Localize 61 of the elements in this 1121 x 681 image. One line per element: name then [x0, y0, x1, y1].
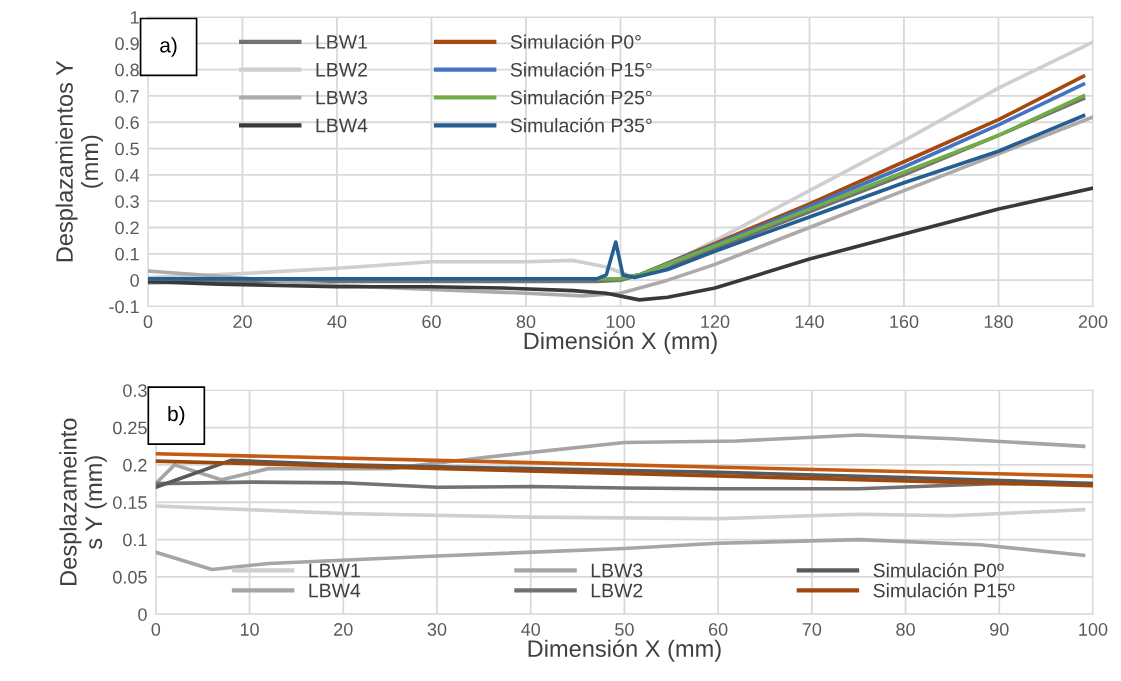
- x-tick-label: 50: [615, 623, 634, 636]
- legend-label: Simulación P0°: [510, 34, 641, 49]
- x-tick-label: 160: [890, 315, 919, 329]
- x-axis-title: Dimensión X (mm): [524, 331, 717, 354]
- x-tick-label: 90: [990, 623, 1009, 636]
- y-axis-title: Desplazameinto s Y (mm): [59, 418, 107, 585]
- x-tick-label: 60: [708, 623, 728, 636]
- x-tick-label: 180: [984, 315, 1013, 329]
- y-tick-label: 0.2: [123, 458, 147, 472]
- x-tick-label: 200: [1078, 315, 1108, 329]
- legend-label: LBW2: [591, 583, 643, 598]
- legend-label: Simulación P35°: [510, 117, 652, 133]
- legend-label: Simulación P25°: [510, 89, 652, 105]
- y-axis-title: Desplazamientos Y (mm): [55, 60, 103, 262]
- x-tick-label: 60: [422, 315, 441, 329]
- y-tick-label: 0.15: [113, 496, 147, 509]
- legend-label: LBW1: [309, 563, 360, 578]
- legend-label: Simulación P15º: [873, 582, 1015, 598]
- legend-label: LBW3: [316, 90, 368, 105]
- legend-label: LBW4: [316, 118, 368, 133]
- y-tick-label: 0.25: [113, 421, 147, 435]
- y-tick-label: 0.1: [123, 533, 147, 547]
- y-tick-label: 1: [130, 11, 139, 24]
- x-tick-label: 0: [151, 623, 161, 636]
- annotation: a): [160, 37, 177, 57]
- y-tick-label: 0.7: [115, 89, 139, 103]
- x-axis-title: Dimensión X (mm): [528, 639, 721, 662]
- x-tick-label: 40: [521, 623, 541, 636]
- x-tick-label: 120: [701, 315, 730, 329]
- x-tick-label: 20: [334, 623, 353, 636]
- x-tick-label: 40: [327, 315, 347, 329]
- y-tick-label: 0: [138, 608, 147, 621]
- x-tick-label: 140: [795, 315, 824, 329]
- x-tick-label: 10: [240, 623, 259, 636]
- legend-label: Simulación P15°: [510, 62, 652, 77]
- x-tick-label: 70: [802, 623, 822, 636]
- y-tick-label: 0.3: [115, 195, 139, 208]
- legend-label: LBW1: [316, 35, 367, 49]
- annotation: b): [168, 405, 185, 426]
- y-tick-label: 0.6: [115, 116, 139, 129]
- x-tick-label: 30: [427, 623, 447, 636]
- y-tick-label: -0.1: [109, 300, 139, 314]
- legend-label: LBW3: [591, 563, 643, 578]
- x-tick-label: 100: [1079, 623, 1108, 636]
- y-tick-label: 0.9: [115, 37, 139, 51]
- y-tick-label: 0: [130, 274, 139, 287]
- y-tick-label: 0.05: [113, 570, 147, 584]
- y-tick-label: 0.2: [115, 221, 139, 235]
- y-tick-label: 0.1: [115, 247, 139, 261]
- y-tick-label: 0.5: [115, 142, 139, 156]
- line-series: [147, 186, 1093, 302]
- y-tick-label: 0.8: [115, 63, 139, 77]
- legend-label: Simulación P0º: [873, 562, 1004, 578]
- x-tick-label: 80: [896, 623, 915, 636]
- legend-label: LBW4: [309, 583, 361, 598]
- y-tick-label: 0.3: [123, 384, 147, 397]
- x-tick-label: 20: [233, 315, 252, 329]
- x-tick-label: 80: [516, 315, 536, 329]
- x-tick-label: 100: [606, 315, 635, 329]
- legend-label: LBW2: [316, 62, 367, 77]
- y-tick-label: 0.4: [115, 168, 140, 182]
